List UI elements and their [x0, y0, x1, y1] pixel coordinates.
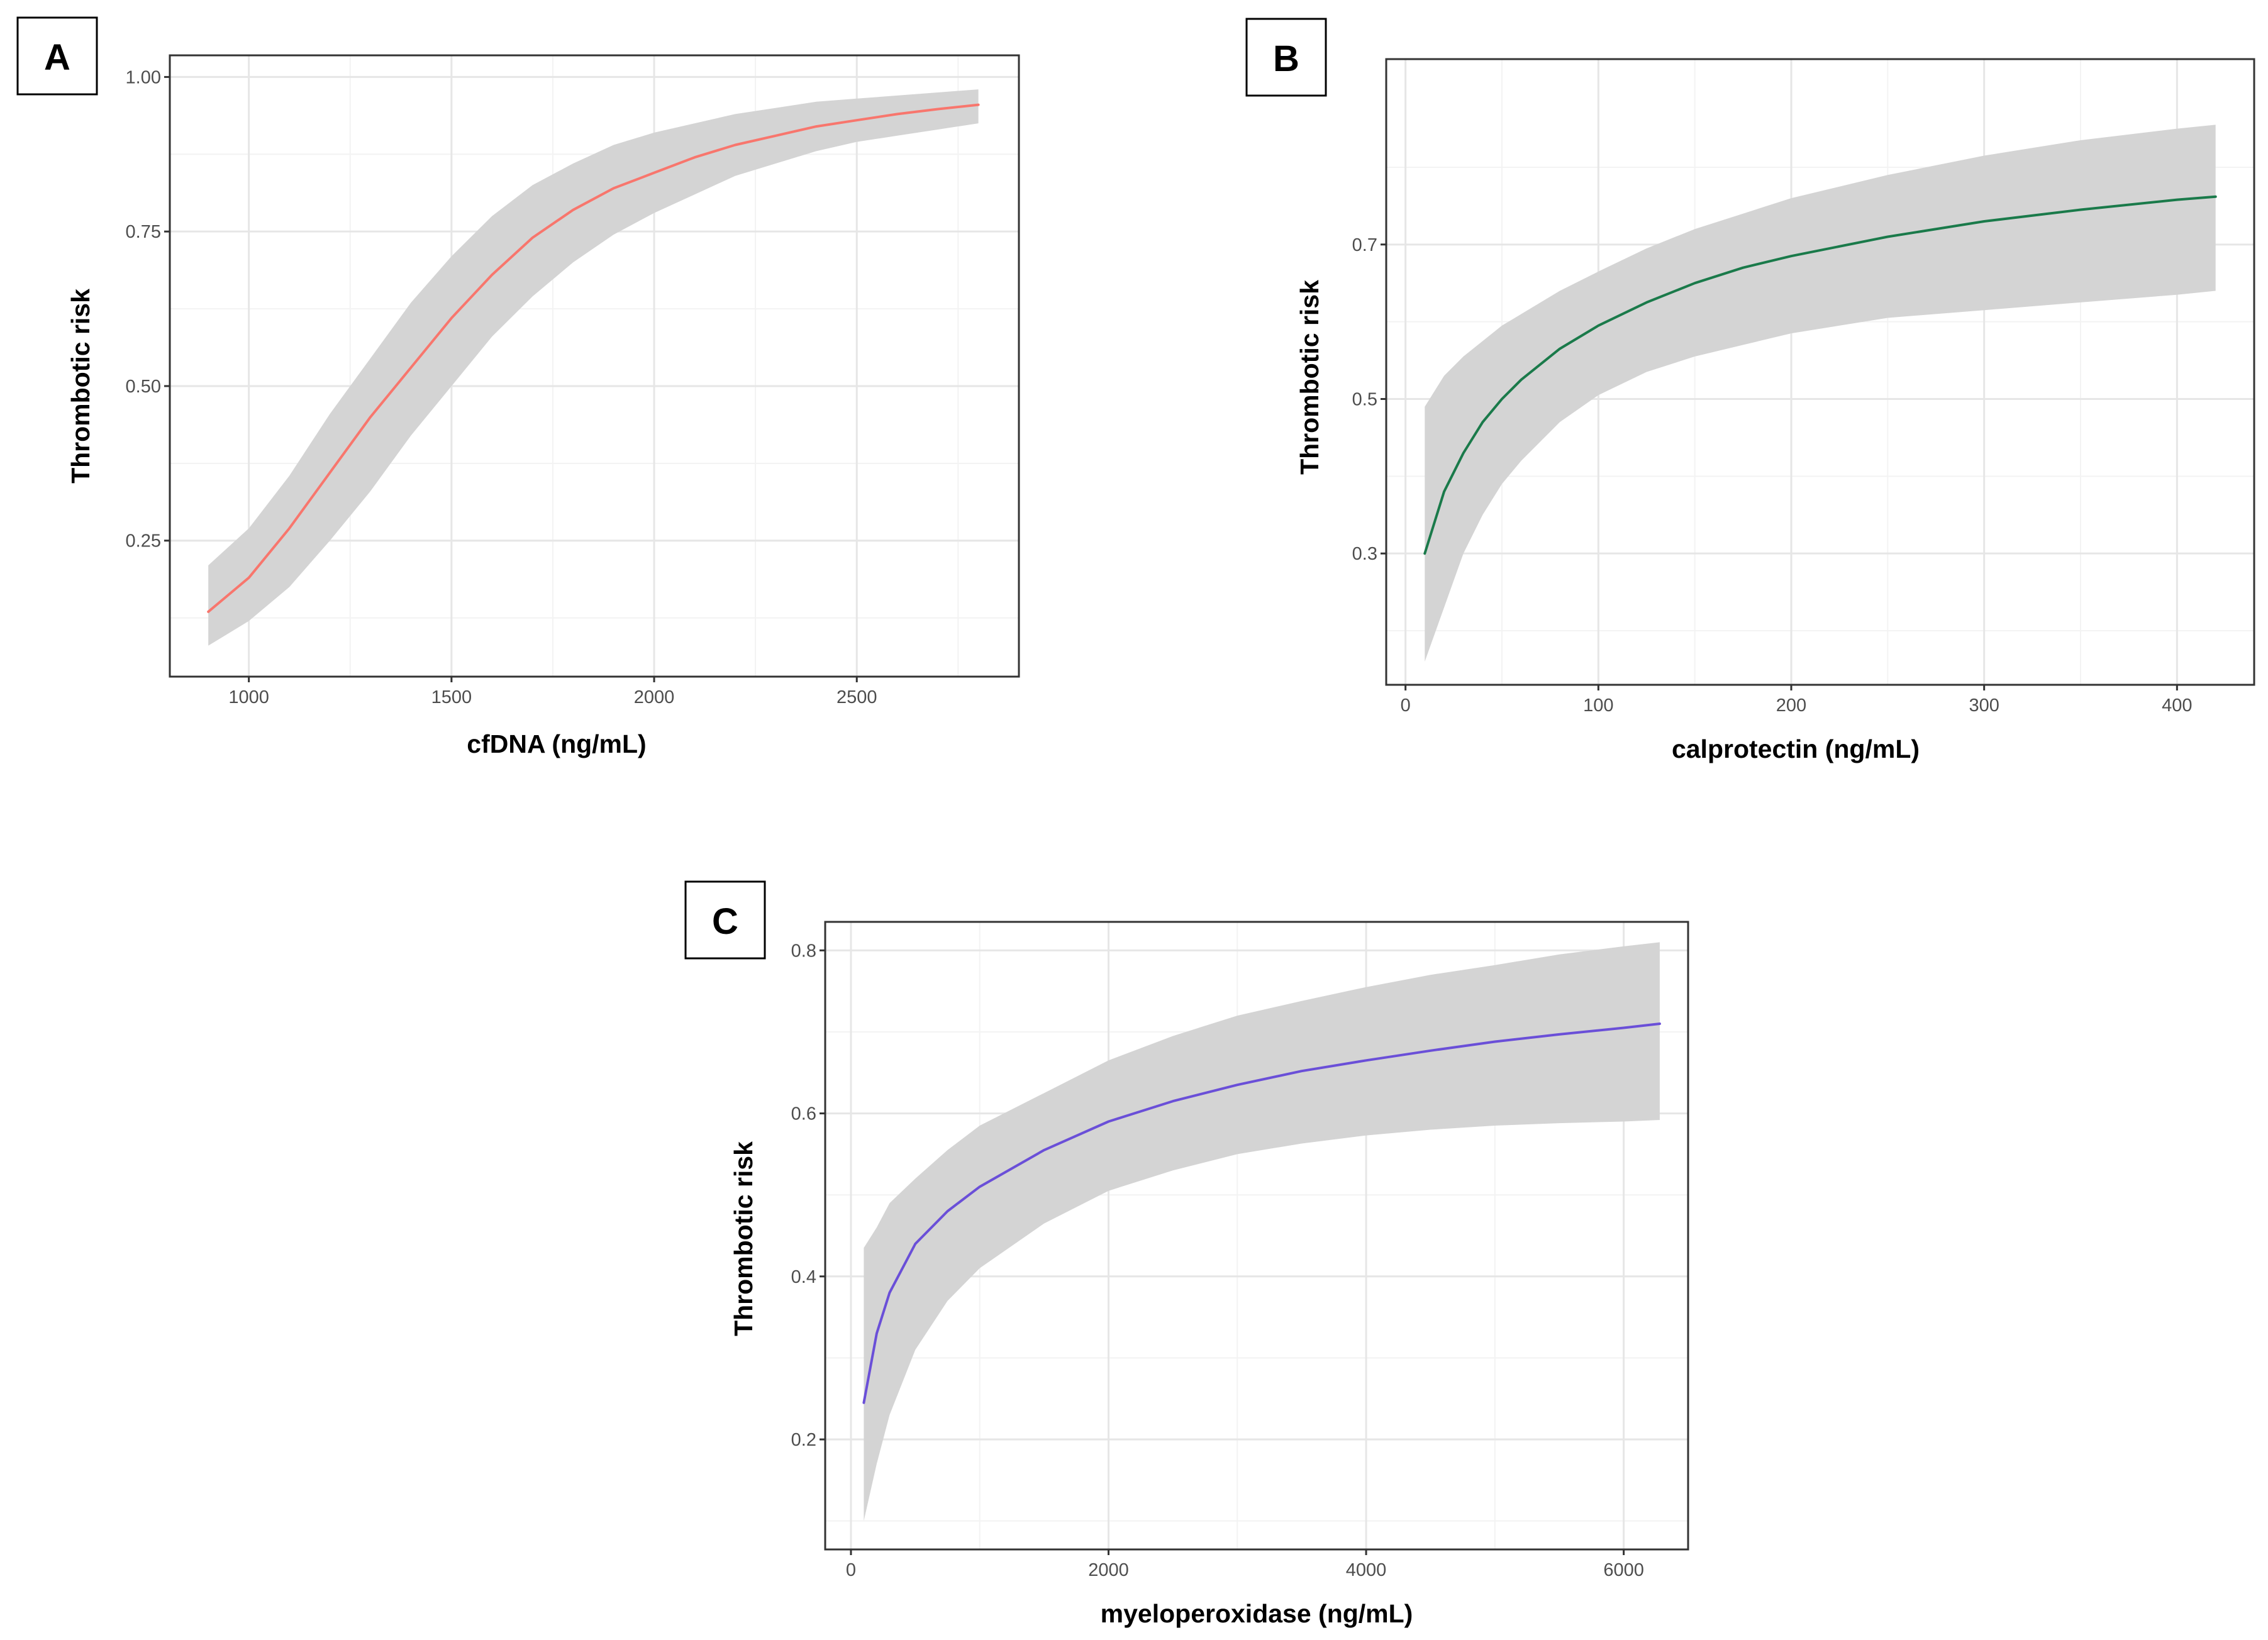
panel-a-confidence-band	[208, 89, 979, 646]
panel-b-x-axis-title: calprotectin (ng/mL)	[1672, 734, 1920, 763]
panel-b-letter: B	[1273, 38, 1299, 79]
panel-c-y-axis: 0.2 0.4 0.6 0.8	[791, 941, 825, 1450]
panel-c-letter: C	[712, 901, 738, 942]
panel-a-series-line	[207, 103, 980, 613]
panel-a-label-box: A	[16, 16, 98, 96]
panel-b-y-tick-label: 0.3	[1352, 544, 1377, 564]
panel-a-y-tick-label: 0.75	[126, 222, 161, 242]
panel-a-y-axis: 0.25 0.50 0.75 1.00	[126, 67, 170, 551]
panel-a-x-tick-label: 2000	[634, 687, 675, 707]
panel-c-label-box: C	[684, 880, 766, 960]
panel-b-fit-line	[1423, 195, 2217, 555]
panel-a-x-axis-title: cfDNA (ng/mL)	[467, 729, 646, 758]
panel-b: B 0 100 200 300 400 0.3 0.5 0.7 calprotectin (…	[1245, 18, 2255, 763]
panel-b-x-tick-label: 0	[1401, 695, 1411, 716]
panel-a-plot-border	[169, 54, 1020, 678]
panel-c-x-tick-label: 4000	[1346, 1560, 1387, 1580]
panel-c-x-tick-label: 6000	[1603, 1560, 1644, 1580]
panel-a-letter: A	[44, 37, 70, 78]
panel-b-x-tick-label: 300	[1969, 695, 1999, 716]
panel-c-x-tick-label: 2000	[1088, 1560, 1129, 1580]
panel-b-label-box: B	[1245, 18, 1327, 97]
panel-c-y-tick-label: 0.2	[791, 1430, 816, 1450]
panel-b-ci-band-area	[1425, 125, 2216, 662]
panel-c-plot-border	[824, 921, 1689, 1551]
panel-b-x-tick-label: 400	[2162, 695, 2192, 716]
panel-c-series-line	[862, 1022, 1661, 1404]
panel-a-plot-area	[170, 55, 1019, 677]
panel-a-y-tick-label: 0.25	[126, 531, 161, 551]
panel-a-x-tick-label: 1000	[228, 687, 269, 707]
panel-a-y-tick-label: 1.00	[126, 67, 161, 87]
panel-b-x-tick-label: 100	[1583, 695, 1613, 716]
panel-c-x-axis: 0 2000 4000 6000	[846, 1549, 1644, 1580]
panel-c-fit-line	[862, 1022, 1661, 1404]
panel-a: A 1000 1500 2000 2500 0.25 0.50 0.75 1.00 cfDN…	[16, 16, 1020, 758]
panel-c-y-axis-title: Thrombotic risk	[729, 1141, 758, 1336]
panel-c-y-tick-label: 0.8	[791, 941, 816, 961]
panel-c-ci-band-area	[864, 942, 1660, 1521]
panel-a-x-tick-label: 1500	[431, 687, 472, 707]
panel-b-confidence-band	[1425, 125, 2216, 662]
panel-b-y-axis-title: Thrombotic risk	[1295, 280, 1324, 475]
panel-c-y-tick-label: 0.6	[791, 1104, 816, 1124]
panel-a-y-tick-label: 0.50	[126, 377, 161, 397]
panel-b-plot-border	[1385, 58, 2255, 686]
panel-c-x-tick-label: 0	[846, 1560, 856, 1580]
panel-c-x-axis-title: myeloperoxidase (ng/mL)	[1101, 1599, 1413, 1628]
panel-c-y-tick-label: 0.4	[791, 1267, 816, 1287]
panel-a-ci-band-area	[208, 89, 979, 646]
panel-b-y-axis: 0.3 0.5 0.7	[1352, 235, 1386, 564]
panel-a-x-axis: 1000 1500 2000 2500	[228, 677, 877, 707]
panel-a-y-axis-title: Thrombotic risk	[66, 289, 95, 484]
panel-b-y-tick-label: 0.5	[1352, 389, 1377, 409]
panel-a-fit-line	[207, 103, 980, 613]
panel-c-confidence-band	[864, 942, 1660, 1521]
panel-b-x-axis: 0 100 200 300 400	[1401, 685, 2193, 716]
panel-c: C 0 2000 4000 6000 0.2 0.4 0.6 0.8 myeloperoxi…	[684, 880, 1689, 1628]
panel-b-x-tick-label: 200	[1776, 695, 1806, 716]
panel-b-series-line	[1423, 195, 2217, 555]
panel-b-y-tick-label: 0.7	[1352, 235, 1377, 255]
panel-a-x-tick-label: 2500	[837, 687, 877, 707]
